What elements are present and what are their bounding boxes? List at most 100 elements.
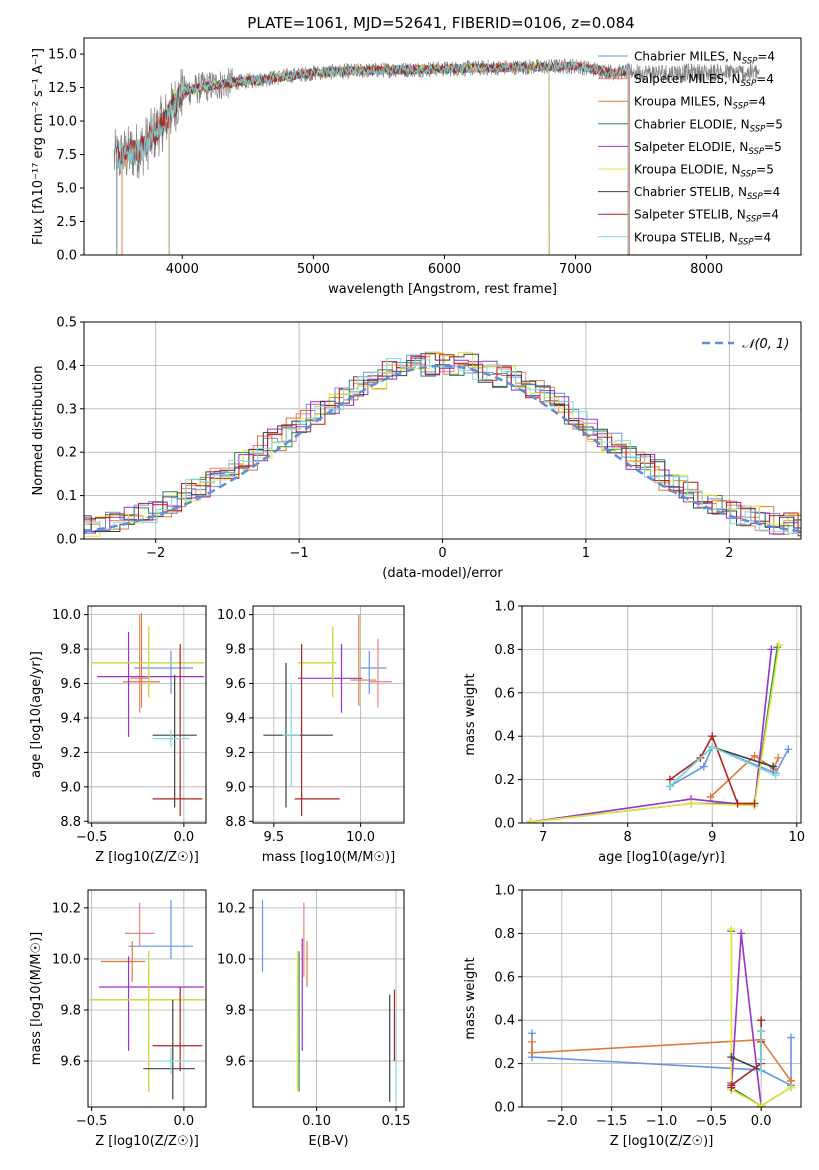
legend-label: Kroupa STELIB, NSSP=4 [634,230,771,247]
errorbar-point [143,999,195,1100]
panel-mass-weight-vs-Z: −2.0 −1.5 −1.0 −0.5 0.0 0.0 0.2 0.4 0.6 0.8 1.0 Z [… [463,884,802,1149]
legend-label-main: Chabrier MILES, N [634,50,742,64]
y-tick-label: 9.6 [225,1055,246,1070]
legend-label-main: Salpeter STELIB, N [634,208,746,222]
residual-legend: 𝒩(0, 1) [702,337,789,352]
legend-label: Chabrier STELIB, NSSP=4 [634,185,780,202]
residual-histogram-step [85,351,801,537]
mass-weight-line [531,1038,792,1082]
legend-label-sub: SSP [741,79,757,89]
x-tick-label: 9.5 [263,830,284,845]
panel-mass-weight-vs-age: 7 8 9 10 0.0 0.2 0.4 0.6 0.8 1.0 age [log10(age/yr… [463,600,805,866]
errorbar-point [360,650,387,694]
errorbar-point [123,612,160,708]
axes-frame [252,605,405,824]
y-tick-label: 1.0 [494,600,515,615]
x-axis-label: Z [log10(Z/Z☉)] [95,850,199,865]
y-tick-label: 0.5 [56,316,77,331]
plot-area [113,58,760,255]
legend-label-sub: SSP [738,237,754,247]
y-tick-label: 10.0 [217,608,246,623]
legend-label-suffix: =4 [757,50,775,64]
legend-label-sub: SSP [747,192,763,202]
errorbar-point [298,626,337,698]
y-tick-label: 2.5 [56,215,77,230]
y-tick-label: 0.4 [56,359,77,374]
y-tick-label: 10.0 [217,952,246,967]
y-tick-label: 0.6 [494,686,515,701]
legend-label: Kroupa MILES, NSSP=4 [634,95,766,112]
mass-weight-marker [767,645,776,654]
mass-weight-marker [750,799,759,808]
y-tick-label: 0.4 [494,730,515,745]
mass-weight-marker [733,799,742,808]
plot-area [261,900,397,1102]
x-tick-label: 2 [725,546,733,561]
y-tick-label: 15.0 [48,48,77,63]
x-tick-label: −1.0 [646,1114,678,1129]
x-tick-label: 0.0 [751,1114,772,1129]
x-tick-label: 7 [539,830,547,845]
errorbar-point [100,941,146,982]
errorbar-point [152,1048,190,1074]
mass-weight-marker [737,929,746,938]
mass-weight-marker [699,762,708,771]
y-tick-label: 10.0 [52,952,81,967]
mass-weight-marker [775,641,784,650]
x-tick-label: 9 [708,830,716,845]
legend-label: Salpeter MILES, NSSP=4 [634,72,774,89]
axes-frame [521,605,802,824]
panel-mass-vs-ebv: 0.10 0.15 9.6 9.8 10.0 10.2 E(B-V) [217,889,411,1149]
mass-weight-marker [727,925,736,934]
x-tick-label: 0.15 [382,1114,411,1129]
mass-weight-marker [784,745,793,754]
x-tick-label: 10 [788,830,805,845]
legend-label-sub: SSP [733,102,749,112]
x-tick-label: 0.0 [174,1114,195,1129]
y-tick-label: 9.8 [225,643,246,658]
mass-weight-marker [771,771,780,780]
y-tick-label: 10.2 [52,901,81,916]
y-tick-label: 0.1 [56,489,77,504]
legend-label-sub: SSP [750,124,766,134]
legend-label-suffix: =4 [748,95,766,109]
figure-title: PLATE=1061, MJD=52641, FIBERID=0106, z=0… [247,14,634,32]
legend-label-main: Chabrier STELIB, N [634,185,747,199]
y-tick-label: 0.0 [494,817,515,832]
mass-weight-marker [757,1101,766,1107]
model-spectrum [116,60,629,255]
legend-label-main: Kroupa MILES, N [634,95,733,109]
legend-label: Chabrier ELODIE, NSSP=5 [634,117,783,134]
legend-label-main: Chabrier ELODIE, N [634,117,750,131]
legend-label: Salpeter ELODIE, NSSP=5 [634,140,782,157]
normal-curve [84,364,801,533]
y-tick-label: 0.2 [494,773,515,788]
x-tick-label: 8000 [690,262,723,277]
y-tick-label: 0.0 [56,533,77,548]
mass-weight-marker [757,1016,766,1025]
y-tick-label: 10.2 [217,901,246,916]
y-tick-label: 12.5 [48,81,77,96]
x-tick-label: 5000 [297,262,330,277]
errorbar-point [128,900,194,959]
y-tick-label: 0.2 [56,446,77,461]
legend-label: Salpeter STELIB, NSSP=4 [634,208,779,225]
mass-weight-marker [787,1033,796,1042]
mass-weight-line [530,644,780,823]
y-axis-label: mass [log10(M/M☉)] [29,932,44,1065]
legend-label-main: Salpeter MILES, N [634,72,741,86]
errorbar-point [89,951,206,1092]
mass-weight-line [530,647,779,823]
y-tick-label: 9.8 [60,1003,81,1018]
x-tick-label: 6000 [428,262,461,277]
x-tick-label: 0.0 [174,830,195,845]
legend-label-sub: SSP [748,147,764,157]
legend-label-sub: SSP [746,215,762,225]
mass-weight-line [709,754,779,798]
y-tick-label: 0.3 [56,402,77,417]
errorbar-point [89,951,206,1092]
panel-spectrum: 4000 5000 6000 7000 8000 0.0 2.5 5.0 7.5 10.0 12.5… [31,37,802,297]
legend-label-suffix: =5 [765,117,783,131]
